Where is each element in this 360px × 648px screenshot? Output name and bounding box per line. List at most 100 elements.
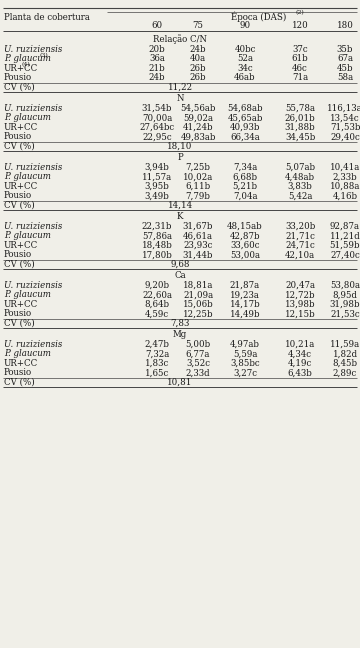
Text: N: N bbox=[176, 94, 184, 103]
Text: 59,02a: 59,02a bbox=[183, 113, 213, 122]
Text: 8,95d: 8,95d bbox=[333, 290, 357, 299]
Text: 26b: 26b bbox=[190, 73, 206, 82]
Text: Pousio: Pousio bbox=[4, 368, 32, 377]
Text: 33,20b: 33,20b bbox=[285, 222, 315, 231]
Text: 9,20b: 9,20b bbox=[144, 281, 170, 290]
Text: 180: 180 bbox=[337, 21, 354, 30]
Text: 5,59a: 5,59a bbox=[233, 349, 257, 358]
Text: 54,68ab: 54,68ab bbox=[227, 104, 263, 113]
Text: 33,60c: 33,60c bbox=[230, 241, 260, 249]
Text: CV (%): CV (%) bbox=[4, 260, 35, 269]
Text: CV (%): CV (%) bbox=[4, 319, 35, 328]
Text: 20,47a: 20,47a bbox=[285, 281, 315, 290]
Text: UR+CC: UR+CC bbox=[4, 241, 38, 249]
Text: 46c: 46c bbox=[292, 64, 308, 73]
Text: 3,49b: 3,49b bbox=[145, 191, 169, 200]
Text: 24b: 24b bbox=[190, 45, 206, 54]
Text: 10,21a: 10,21a bbox=[285, 340, 315, 349]
Text: 31,98b: 31,98b bbox=[330, 300, 360, 308]
Text: 7,34a: 7,34a bbox=[233, 163, 257, 172]
Text: 7,79b: 7,79b bbox=[185, 191, 211, 200]
Text: 48,15ab: 48,15ab bbox=[227, 222, 263, 231]
Text: 5,21b: 5,21b bbox=[233, 181, 257, 191]
Text: 21b: 21b bbox=[149, 64, 165, 73]
Text: 54,56ab: 54,56ab bbox=[180, 104, 216, 113]
Text: 75: 75 bbox=[193, 21, 203, 30]
Text: 37c: 37c bbox=[292, 45, 308, 54]
Text: 92,87a: 92,87a bbox=[330, 222, 360, 231]
Text: 7,83: 7,83 bbox=[170, 319, 190, 328]
Text: 11,57a: 11,57a bbox=[142, 172, 172, 181]
Text: U. ruziziensis: U. ruziziensis bbox=[4, 163, 62, 172]
Text: 15,06b: 15,06b bbox=[183, 300, 213, 308]
Text: 9,68: 9,68 bbox=[170, 260, 190, 269]
Text: 5,42a: 5,42a bbox=[288, 191, 312, 200]
Text: 1,83c: 1,83c bbox=[145, 359, 169, 368]
Text: 6,77a: 6,77a bbox=[186, 349, 210, 358]
Text: 2,33d: 2,33d bbox=[186, 368, 210, 377]
Text: 57,86a: 57,86a bbox=[142, 231, 172, 240]
Text: 34,45b: 34,45b bbox=[285, 132, 315, 141]
Text: UR+CC: UR+CC bbox=[4, 64, 38, 73]
Text: P. glaucum: P. glaucum bbox=[4, 231, 51, 240]
Text: 10,81: 10,81 bbox=[167, 378, 193, 387]
Text: 5,00b: 5,00b bbox=[185, 340, 211, 349]
Text: 45b: 45b bbox=[337, 64, 353, 73]
Text: 4,34c: 4,34c bbox=[288, 349, 312, 358]
Text: 4,48ab: 4,48ab bbox=[285, 172, 315, 181]
Text: 3,52c: 3,52c bbox=[186, 359, 210, 368]
Text: P. glaucum: P. glaucum bbox=[4, 113, 51, 122]
Text: 2,33b: 2,33b bbox=[333, 172, 357, 181]
Text: 18,81a: 18,81a bbox=[183, 281, 213, 290]
Text: 41,24b: 41,24b bbox=[183, 122, 213, 132]
Text: 55,78a: 55,78a bbox=[285, 104, 315, 113]
Text: P. glaucum: P. glaucum bbox=[4, 290, 51, 299]
Text: 1,82d: 1,82d bbox=[332, 349, 357, 358]
Text: U. ruziziensis: U. ruziziensis bbox=[4, 104, 62, 113]
Text: 7,32a: 7,32a bbox=[145, 349, 169, 358]
Text: 2,47b: 2,47b bbox=[145, 340, 170, 349]
Text: (3): (3) bbox=[40, 52, 48, 58]
Text: 20b: 20b bbox=[149, 45, 165, 54]
Text: 8,45b: 8,45b bbox=[333, 359, 357, 368]
Text: 27,64bc: 27,64bc bbox=[139, 122, 175, 132]
Text: 49,83ab: 49,83ab bbox=[180, 132, 216, 141]
Text: 3,94b: 3,94b bbox=[145, 163, 169, 172]
Text: 22,60a: 22,60a bbox=[142, 290, 172, 299]
Text: 45,65ab: 45,65ab bbox=[227, 113, 263, 122]
Text: U. ruziziensis: U. ruziziensis bbox=[4, 45, 62, 54]
Text: UR+CC: UR+CC bbox=[4, 181, 38, 191]
Text: 66,34a: 66,34a bbox=[230, 132, 260, 141]
Text: 13,98b: 13,98b bbox=[285, 300, 315, 308]
Text: 3,83b: 3,83b bbox=[288, 181, 312, 191]
Text: 90: 90 bbox=[239, 21, 251, 30]
Text: 27,40c: 27,40c bbox=[330, 250, 360, 259]
Text: 40a: 40a bbox=[190, 54, 206, 64]
Text: 71,53b: 71,53b bbox=[330, 122, 360, 132]
Text: 11,59a: 11,59a bbox=[330, 340, 360, 349]
Text: Ca: Ca bbox=[174, 271, 186, 280]
Text: 71a: 71a bbox=[292, 73, 308, 82]
Text: CV (%): CV (%) bbox=[4, 83, 35, 92]
Text: Planta de cobertura: Planta de cobertura bbox=[4, 12, 90, 21]
Text: 3,95b: 3,95b bbox=[145, 181, 169, 191]
Text: Relação C/N: Relação C/N bbox=[153, 34, 207, 45]
Text: 12,15b: 12,15b bbox=[285, 309, 315, 318]
Text: Pousio: Pousio bbox=[4, 250, 32, 259]
Text: 31,88b: 31,88b bbox=[285, 122, 315, 132]
Text: 46ab: 46ab bbox=[234, 73, 256, 82]
Text: 26b: 26b bbox=[190, 64, 206, 73]
Text: Época (DAS): Época (DAS) bbox=[231, 12, 287, 22]
Text: 36a: 36a bbox=[149, 54, 165, 64]
Text: 42,10a: 42,10a bbox=[285, 250, 315, 259]
Text: 22,31b: 22,31b bbox=[142, 222, 172, 231]
Text: Pousio: Pousio bbox=[4, 132, 32, 141]
Text: CV (%): CV (%) bbox=[4, 142, 35, 151]
Text: 13,54c: 13,54c bbox=[330, 113, 360, 122]
Text: 22,95c: 22,95c bbox=[142, 132, 172, 141]
Text: 5,07ab: 5,07ab bbox=[285, 163, 315, 172]
Text: 52a: 52a bbox=[237, 54, 253, 64]
Text: 3,85bc: 3,85bc bbox=[230, 359, 260, 368]
Text: (2): (2) bbox=[296, 10, 305, 16]
Text: U. ruziziensis: U. ruziziensis bbox=[4, 222, 62, 231]
